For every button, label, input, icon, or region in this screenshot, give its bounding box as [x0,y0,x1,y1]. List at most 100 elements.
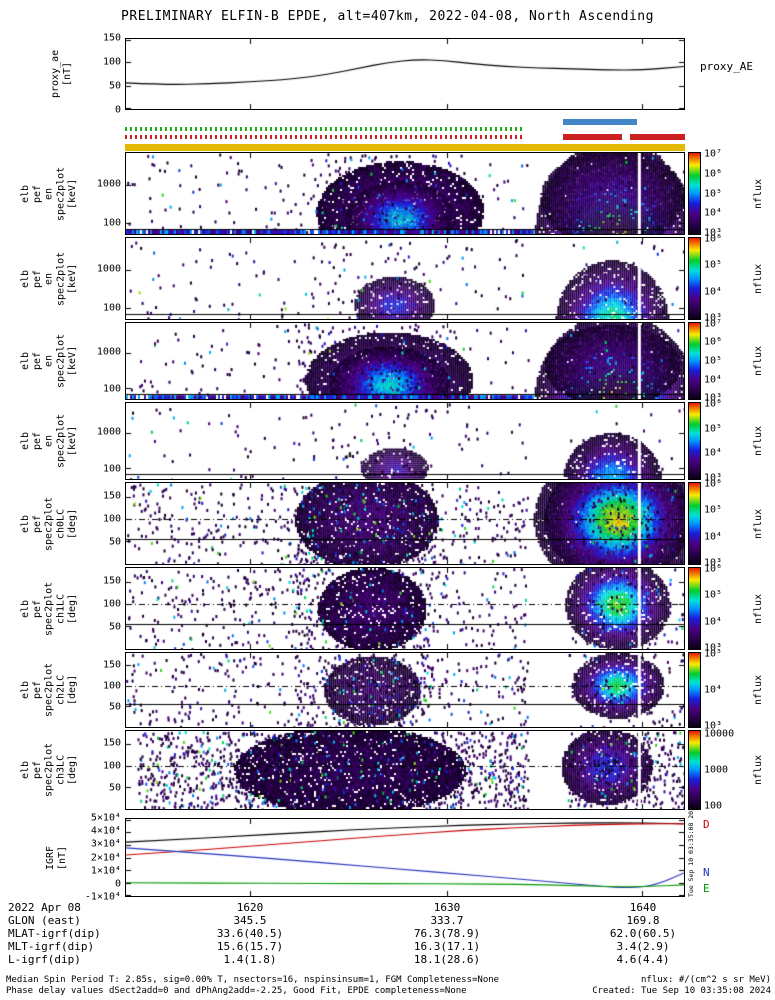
y-tick-label: 150 [102,659,121,671]
plot-title: PRELIMINARY ELFIN-B EPDE, alt=407km, 202… [121,9,654,24]
en-spec-2-panel [125,237,685,320]
en-spec-3-spectrogram [126,323,684,399]
ephemeris-value: 333.7 [430,914,464,927]
footer-spin-period: Median Spin Period T: 2.85s, sig=0.00% T… [6,975,500,985]
table-row: 2022 Apr 08 1620 1630 1640 [0,901,775,914]
colorbar-tick-label: 10⁵ [704,423,723,435]
ephemeris-value: 15.6(15.7) [216,940,284,953]
en-spec-4-panel [125,402,685,480]
y-tick-label: 3×10⁴ [90,838,121,850]
en-spec-3-yticks: 1000 100 [84,322,123,400]
y-tick-label: 1000 [96,426,121,438]
y-tick-label: 100 [102,217,121,229]
en-spec-4-colorbar-ticks: 10⁶ 10⁵ 10⁴ 10³ [704,398,751,484]
colorbar-tick-label: 10⁶ [704,478,723,490]
plot-timestamp-vertical: Tue Sep 10 03:35:08 2024 [687,803,695,897]
igrf-panel [125,818,685,897]
en-spec-3-colorbar [688,322,701,400]
ephemeris-row-label: MLAT-igrf(dip) [8,927,101,940]
ephemeris-row-label: GLON (east) [8,914,81,927]
y-tick-label: 50 [108,782,121,794]
epd-coverage-bar-yellow [125,144,685,151]
ch0lc-yticks: 150 100 50 [84,482,123,565]
ch2lc-yticks: 150 100 50 [84,652,123,728]
epd-survey-bar-red [125,135,526,139]
ch2lc-colorbar-label: nflux [753,674,764,706]
en-spec-1-colorbar-ticks: 10⁷ 10⁶ 10⁵ 10⁴ 10³ [704,148,751,239]
table-row: GLON (east) 345.5 333.7 169.8 [0,914,775,927]
colorbar-tick-label: 10⁴ [704,207,723,219]
en-spec-1-colorbar [688,152,701,235]
ch3lc-ylabel: elb pef spec2plot ch3LC [deg] [20,742,79,798]
en-spec-2-colorbar [688,237,701,320]
colorbar-tick-label: 10⁵ [704,259,723,271]
table-row: MLAT-igrf(dip) 33.6(40.5) 76.3(78.9) 62.… [0,927,775,940]
ch3lc-panel [125,730,685,810]
colorbar-tick-label: 10³ [704,312,723,324]
footer-units: nflux: #/(cm^2 s sr MeV) [640,975,771,985]
ch2lc-colorbar-ticks: 10⁵ 10⁴ 10³ [704,648,751,732]
en-spec-4-colorbar-label: nflux [753,425,764,457]
colorbar-tick-label: 10³ [704,720,723,732]
y-tick-label: 100 [102,383,121,395]
availability-bars [125,117,685,151]
ch1lc-colorbar [688,567,701,650]
colorbar-tick-label: 10⁴ [704,616,723,628]
y-tick-label: 50 [108,621,121,633]
colorbar-tick-label: 10⁵ [704,188,723,199]
colorbar-tick-label: 10⁵ [704,504,723,516]
en-spec-2-ylabel: elb pef en spec2plot [keV] [20,251,79,306]
y-tick-label: 150 [102,737,121,749]
colorbar-tick-label: 100 [704,800,723,812]
ephemeris-value: 1.4(1.8) [223,953,277,966]
y-tick-label: 5×10⁴ [90,812,121,824]
y-tick-label: 0 [114,104,121,116]
ch2lc-panel [125,652,685,728]
colorbar-tick-label: 10⁶ [704,336,723,348]
ch3lc-colorbar-label: nflux [753,754,764,786]
colorbar-tick-label: 10³ [704,557,723,569]
colorbar-tick-label: 10³ [704,642,723,654]
proxy-ae-panel [125,38,685,110]
ephemeris-value: 33.6(40.5) [216,927,284,940]
colorbar-tick-label: 10⁵ [704,589,723,601]
colorbar-tick-label: 10⁴ [704,286,723,298]
ephemeris-value: 62.0(60.5) [609,927,677,940]
igrf-series-label-d: D [703,818,710,831]
colorbar-tick-label: 10⁵ [704,648,723,660]
en-spec-3-colorbar-label: nflux [753,345,764,377]
y-tick-label: 100 [102,463,121,475]
colorbar-tick-label: 1000 [704,764,729,776]
ephemeris-row-label: 2022 Apr 08 [8,901,81,914]
ch0lc-ylabel: elb pef spec2plot ch0LC [deg] [20,496,79,551]
time-tick-label: 1630 [433,901,461,914]
igrf-series-label-e: E [703,882,710,895]
science-zone-bar-blue [562,119,638,125]
colorbar-tick-label: 10⁵ [704,355,723,367]
ch0lc-spectrogram [126,483,684,564]
ephemeris-value: 4.6(4.4) [616,953,670,966]
y-tick-label: 50 [108,80,121,92]
en-spec-4-yticks: 1000 100 [84,402,123,480]
time-tick-label: 1620 [236,901,264,914]
en-spec-1-ylabel: elb pef en spec2plot [keV] [20,166,79,221]
en-spec-4-spectrogram [126,403,684,479]
y-tick-label: 150 [102,490,121,502]
y-tick-label: 100 [102,513,121,525]
en-spec-3-ylabel: elb pef en spec2plot [keV] [20,333,79,389]
ch1lc-ylabel: elb pef spec2plot ch1LC [deg] [20,581,79,636]
y-tick-label: 100 [102,302,121,314]
colorbar-tick-label: 10⁴ [704,531,723,543]
ch2lc-ylabel: elb pef spec2plot ch2LC [deg] [20,662,79,718]
y-tick-label: 1×10⁴ [90,865,121,877]
table-row: MLT-igrf(dip) 15.6(15.7) 16.3(17.1) 3.4(… [0,940,775,953]
colorbar-tick-label: 10³ [704,392,723,404]
y-tick-label: 100 [102,598,121,610]
proxy-ae-yticks: 150 100 50 0 [84,33,123,116]
en-spec-1-spectrogram [126,153,684,234]
colorbar-tick-label: 10⁶ [704,233,723,245]
footer-phase-delay: Phase delay values dSect2add=0 and dPhAn… [6,986,467,996]
science-zone-bar-red [630,134,685,140]
science-zone-bar-red [562,134,623,140]
ch2lc-spectrogram [126,653,684,727]
